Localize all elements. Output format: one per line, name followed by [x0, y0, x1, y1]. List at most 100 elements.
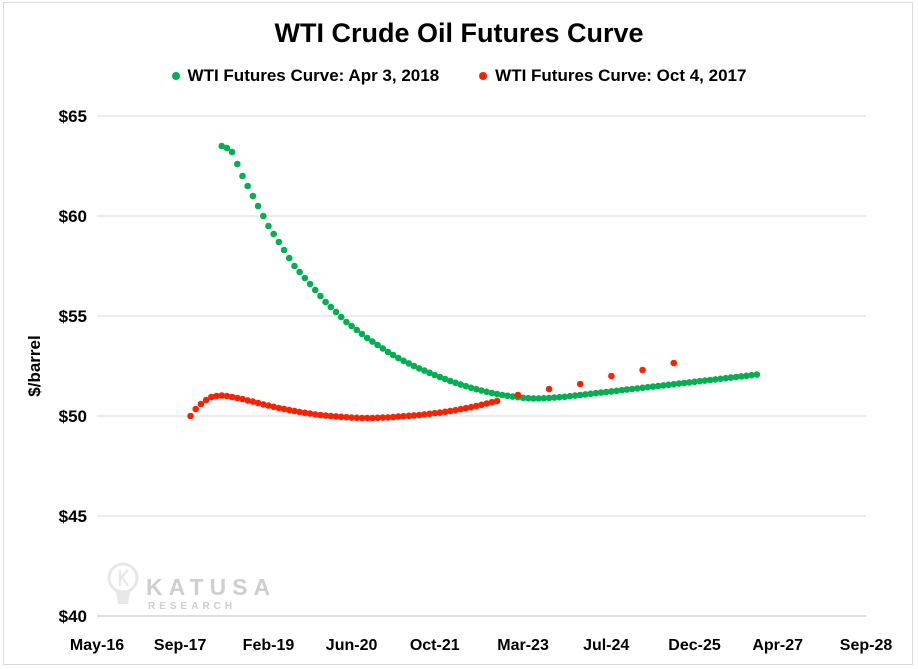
data-point — [654, 382, 662, 390]
data-point — [488, 389, 496, 397]
data-point — [540, 394, 548, 402]
data-point — [280, 405, 288, 413]
legend-label-apr-2018: WTI Futures Curve: Apr 3, 2018 — [187, 66, 440, 85]
data-point — [259, 401, 267, 408]
data-point — [275, 238, 283, 246]
data-point — [431, 371, 439, 379]
data-point — [514, 391, 522, 399]
data-point — [337, 413, 345, 421]
y-axis-label: $/barrel — [25, 335, 44, 396]
data-point — [405, 360, 413, 367]
data-point — [737, 373, 745, 380]
data-point — [483, 400, 490, 407]
watermark-sub: RESEARCH — [148, 601, 236, 612]
data-point — [301, 409, 309, 417]
data-point — [218, 142, 226, 150]
legend-item-apr-2018: WTI Futures Curve: Apr 3, 2018 — [171, 66, 440, 86]
data-point — [265, 402, 272, 409]
x-tick-label: Sep-28 — [840, 637, 893, 654]
katusa-logo-icon — [107, 562, 139, 604]
data-point — [473, 385, 480, 393]
data-point — [322, 412, 329, 419]
data-point — [753, 371, 761, 378]
data-point — [410, 412, 418, 419]
data-point — [322, 298, 329, 306]
data-point — [426, 369, 433, 377]
data-point — [649, 383, 657, 390]
data-point — [374, 341, 381, 349]
data-point — [249, 192, 257, 200]
data-point — [608, 372, 615, 380]
data-point — [192, 405, 200, 413]
watermark: KATUSA RESEARCH — [107, 562, 270, 612]
data-point — [233, 394, 241, 402]
data-point — [348, 322, 355, 330]
data-point — [639, 384, 646, 392]
data-point — [415, 365, 423, 372]
data-point — [457, 405, 465, 413]
data-point — [353, 326, 361, 334]
data-point — [239, 172, 246, 180]
legend-marker-red — [479, 72, 488, 80]
series — [187, 142, 761, 422]
x-tick-label: Dec-25 — [668, 637, 721, 654]
data-point — [421, 411, 428, 418]
data-point — [415, 411, 423, 419]
y-tick-label: $40 — [59, 607, 87, 626]
legend-label-oct-2017: WTI Futures Curve: Oct 4, 2017 — [495, 66, 747, 85]
data-point — [306, 410, 314, 417]
data-point — [213, 392, 220, 400]
data-point — [197, 400, 205, 408]
x-tick-label: Mar-23 — [497, 637, 549, 654]
data-point — [628, 385, 636, 393]
data-point — [483, 388, 490, 396]
data-point — [712, 376, 719, 383]
data-point — [743, 372, 750, 380]
y-tick-label: $60 — [59, 207, 87, 226]
data-point — [680, 379, 688, 387]
data-point — [602, 388, 610, 396]
data-point — [332, 413, 340, 420]
data-point — [644, 383, 652, 391]
data-point — [374, 414, 381, 422]
data-point — [291, 262, 298, 270]
data-point — [202, 396, 210, 404]
x-tick-label: Jul-24 — [583, 637, 629, 654]
data-point — [228, 148, 236, 156]
data-point — [732, 373, 740, 381]
data-point — [311, 411, 319, 418]
data-point — [244, 182, 251, 190]
axes: $40 $45 $50 $55 $60 $65 May-16 Sep-17 Feb-19 Jun-… — [59, 107, 893, 654]
data-point — [561, 393, 568, 401]
data-point — [613, 387, 620, 395]
data-point — [280, 246, 288, 254]
data-point — [400, 357, 407, 365]
data-point — [670, 359, 678, 367]
data-point — [504, 392, 511, 400]
data-point — [223, 392, 231, 400]
data-point — [748, 371, 755, 379]
x-tick-label: Jun-20 — [326, 637, 378, 654]
data-point — [363, 334, 371, 342]
data-point — [389, 413, 397, 421]
data-point — [545, 394, 553, 402]
data-point — [431, 409, 439, 417]
data-point — [379, 414, 387, 421]
data-point — [384, 348, 392, 356]
data-point — [582, 391, 589, 398]
data-point — [369, 414, 376, 422]
data-point — [660, 382, 667, 389]
data-point — [400, 412, 407, 420]
data-point — [576, 380, 584, 388]
x-tick-label: May-16 — [70, 637, 124, 654]
data-point — [239, 395, 246, 403]
data-point — [265, 222, 272, 230]
data-point — [389, 351, 397, 359]
data-point — [509, 393, 516, 400]
data-point — [395, 413, 402, 420]
data-point — [223, 144, 231, 152]
data-point — [436, 373, 444, 381]
data-point — [358, 330, 366, 338]
data-point — [291, 407, 298, 415]
